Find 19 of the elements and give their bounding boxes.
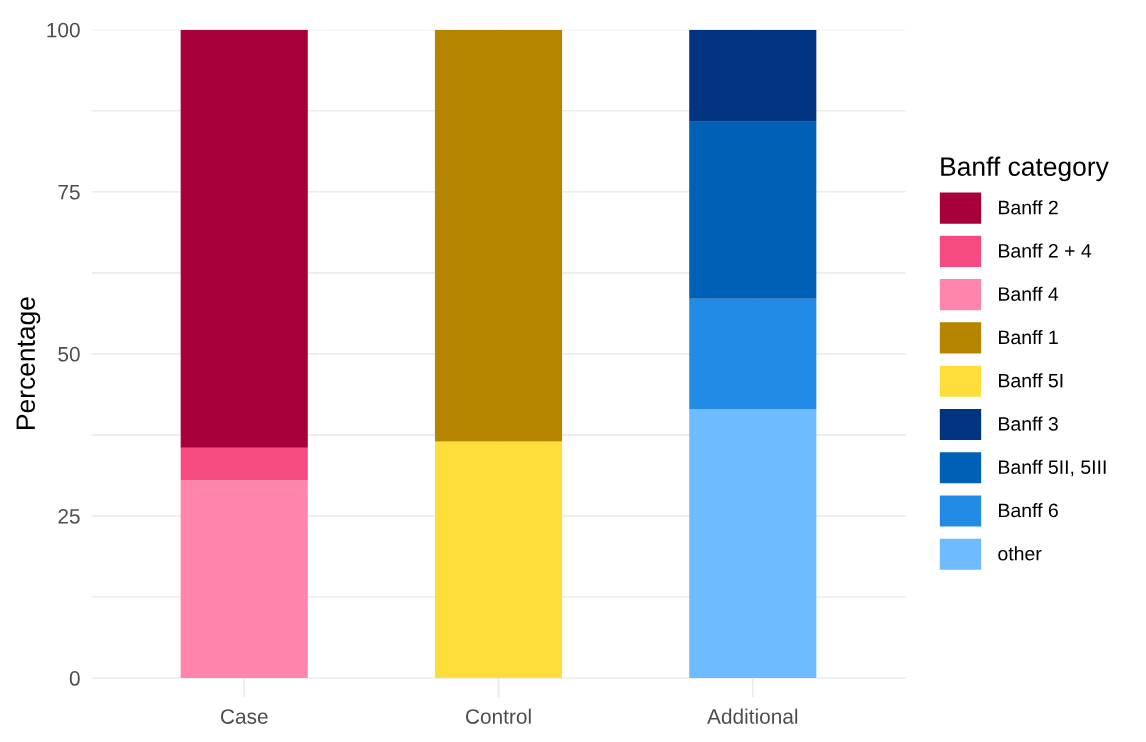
legend-label: Banff 6 bbox=[999, 503, 1058, 518]
legend-label: Banff 2 bbox=[999, 200, 1058, 215]
legend-label: Banff 4 bbox=[999, 286, 1059, 301]
legend-label: Banff 2 + 4 bbox=[999, 243, 1092, 258]
y-tick-label: 75 bbox=[58, 184, 80, 200]
legend-label: Banff 5I bbox=[999, 373, 1063, 388]
y-tick-label: 50 bbox=[58, 346, 80, 362]
legend-label: Banff 5II, 5III bbox=[999, 459, 1106, 477]
x-tick-label: Additional bbox=[707, 708, 798, 724]
legend-label: Banff 1 bbox=[999, 329, 1058, 345]
x-tick-label: Case bbox=[220, 709, 268, 724]
x-tick-label: Control bbox=[465, 708, 531, 724]
legend-label: other bbox=[998, 546, 1042, 561]
legend-label: Banff 3 bbox=[999, 416, 1058, 431]
y-axis-title: Percentage bbox=[16, 297, 41, 429]
y-tick-label: 25 bbox=[58, 508, 80, 524]
y-tick-label: 0 bbox=[69, 671, 80, 686]
legend-title: Banff category bbox=[941, 156, 1109, 182]
y-tick-label: 100 bbox=[47, 22, 80, 38]
